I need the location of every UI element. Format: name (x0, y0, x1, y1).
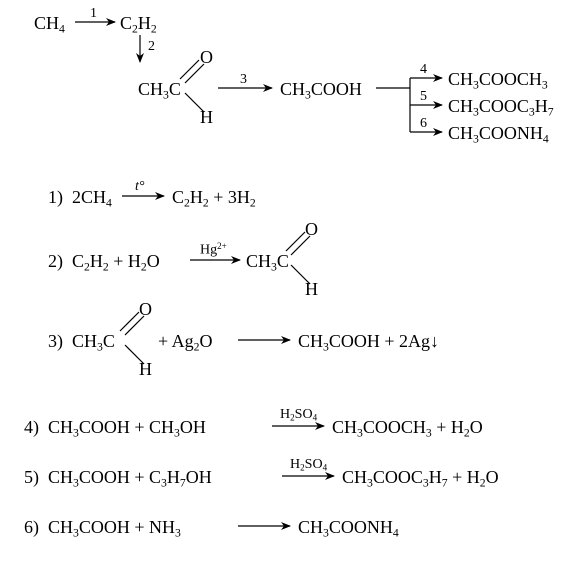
scheme-ch4: CH4 (34, 14, 65, 35)
eq6-rhs: CH3COONH4 (298, 518, 399, 539)
eq5-rhs: CH3COOC3H7 + H2O (342, 468, 499, 489)
scheme-label-3: 3 (240, 73, 247, 87)
scheme-ald-ch3c: CH3C (138, 80, 181, 101)
eq4-lhs: CH3COOH + CH3OH (48, 418, 206, 439)
scheme-label-1: 1 (90, 7, 97, 21)
eq3-ald-o: O (139, 300, 152, 318)
scheme-label-6: 6 (420, 117, 427, 131)
scheme-c2h2: C2H2 (120, 14, 157, 35)
eq1-num: 1) (48, 188, 63, 206)
eq1-rhs: C2H2 + 3H2 (172, 188, 256, 209)
eq5-num: 5) (24, 468, 39, 486)
eq2-ald-h: H (305, 280, 318, 298)
eq2-ald-ch3c: CH3C (246, 252, 289, 273)
scheme-prod-5: CH3COOC3H7 (448, 97, 554, 118)
scheme-ald-h: H (200, 108, 213, 126)
eq2-num: 2) (48, 252, 63, 270)
scheme-prod-4: CH3COOCH3 (448, 70, 548, 91)
eq2-cond: Hg2+ (200, 242, 227, 258)
scheme-prod-6: CH3COONH4 (448, 124, 549, 145)
eq6-num: 6) (24, 518, 39, 536)
scheme-label-5: 5 (420, 90, 427, 104)
reaction-scheme-page: CH4 1 C2H2 2 CH3C O H 3 CH3COOH 4 5 6 CH… (0, 0, 565, 564)
eq3-ag2o: + Ag2O (158, 332, 213, 353)
scheme-label-2: 2 (148, 40, 155, 54)
eq5-lhs: CH3COOH + C3H7OH (48, 468, 212, 489)
eq6-lhs: CH3COOH + NH3 (48, 518, 181, 539)
eq2-lhs: C2H2 + H2O (72, 252, 160, 273)
scheme-ald-o: O (200, 48, 213, 66)
eq1-lhs: 2CH4 (72, 188, 112, 209)
eq4-num: 4) (24, 418, 39, 436)
eq4-rhs: CH3COOCH3 + H2O (332, 418, 483, 439)
eq3-ald-ch3c: CH3C (72, 332, 115, 353)
eq2-ald-o: O (305, 220, 318, 238)
eq3-rhs: CH3COOH + 2Ag↓ (298, 332, 439, 353)
scheme-acid: CH3COOH (280, 80, 362, 101)
eq1-cond: t° (135, 180, 145, 194)
eq3-ald-h: H (139, 360, 152, 378)
eq5-cond: H2SO4 (290, 458, 327, 473)
scheme-label-4: 4 (420, 63, 427, 77)
eq4-cond: H2SO4 (280, 408, 317, 423)
eq3-num: 3) (48, 332, 63, 350)
